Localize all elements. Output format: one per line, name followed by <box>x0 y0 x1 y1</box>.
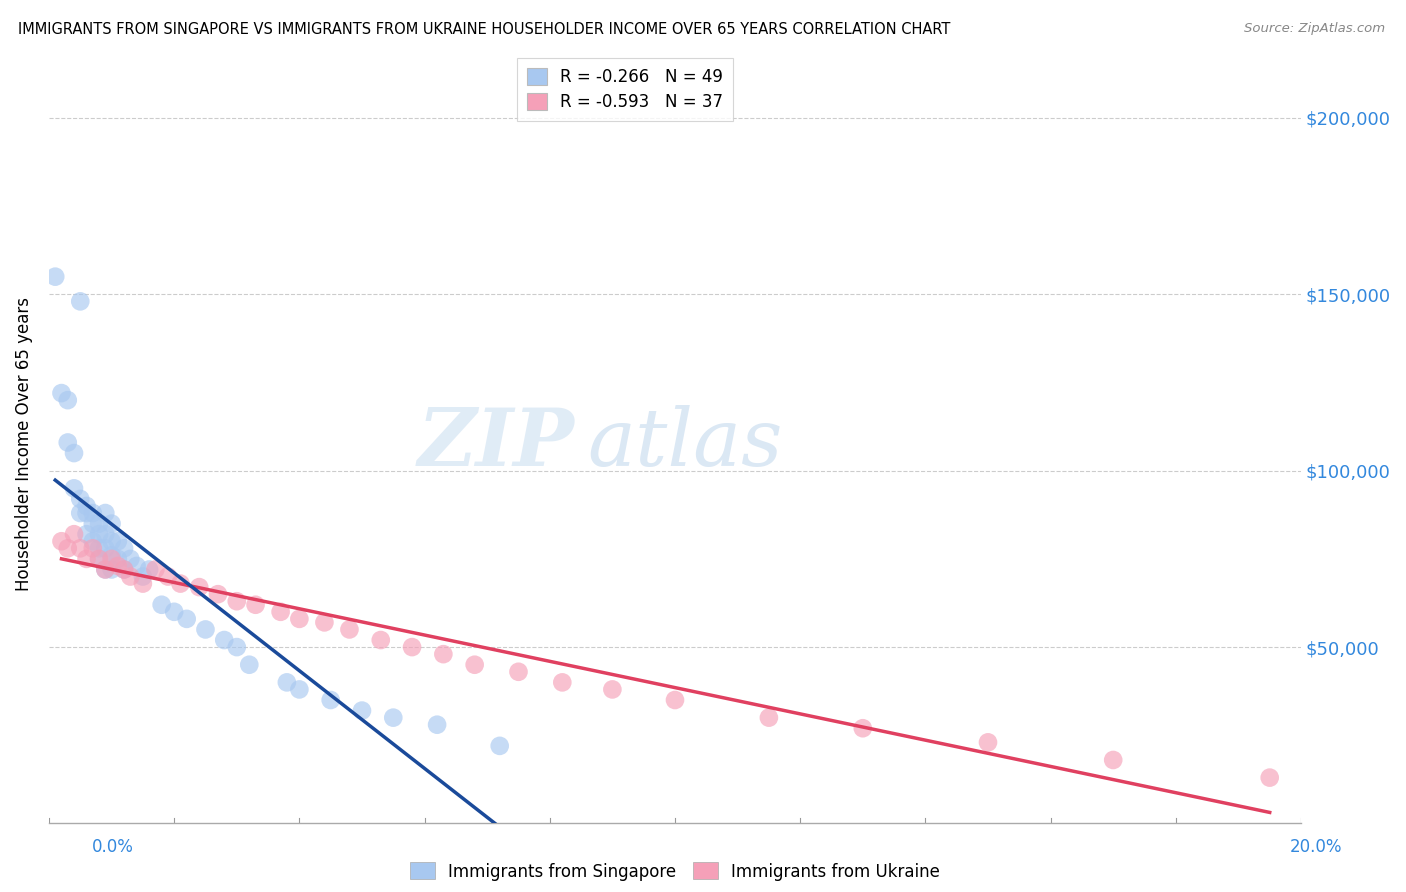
Point <box>464 657 486 672</box>
Point <box>82 534 104 549</box>
Point <box>132 569 155 583</box>
Point <box>276 675 298 690</box>
Point <box>87 516 110 531</box>
Point <box>138 562 160 576</box>
Text: 0.0%: 0.0% <box>91 838 134 855</box>
Point <box>1258 771 1281 785</box>
Point <box>120 569 142 583</box>
Point <box>100 549 122 563</box>
Text: atlas: atlas <box>588 406 783 483</box>
Point <box>163 605 186 619</box>
Point <box>76 506 98 520</box>
Point <box>370 633 392 648</box>
Point <box>207 587 229 601</box>
Point <box>225 594 247 608</box>
Point <box>87 541 110 556</box>
Text: IMMIGRANTS FROM SINGAPORE VS IMMIGRANTS FROM UKRAINE HOUSEHOLDER INCOME OVER 65 : IMMIGRANTS FROM SINGAPORE VS IMMIGRANTS … <box>18 22 950 37</box>
Legend: R = -0.266   N = 49, R = -0.593   N = 37: R = -0.266 N = 49, R = -0.593 N = 37 <box>517 58 733 121</box>
Point <box>852 721 875 735</box>
Point <box>56 435 79 450</box>
Point <box>150 598 173 612</box>
Point <box>69 294 91 309</box>
Point <box>245 598 267 612</box>
Point <box>125 558 148 573</box>
Point <box>488 739 510 753</box>
Point <box>56 393 79 408</box>
Point <box>44 269 66 284</box>
Point <box>188 580 211 594</box>
Point <box>87 552 110 566</box>
Point <box>87 527 110 541</box>
Point <box>432 647 454 661</box>
Point <box>169 576 191 591</box>
Point <box>602 682 624 697</box>
Point <box>107 558 129 573</box>
Point <box>94 541 117 556</box>
Point <box>120 552 142 566</box>
Point <box>382 711 405 725</box>
Point <box>69 541 91 556</box>
Point <box>145 562 167 576</box>
Point <box>664 693 686 707</box>
Point <box>314 615 336 630</box>
Point <box>758 711 780 725</box>
Point <box>270 605 292 619</box>
Point <box>551 675 574 690</box>
Point <box>94 562 117 576</box>
Point <box>69 506 91 520</box>
Point <box>63 446 86 460</box>
Point <box>94 562 117 576</box>
Point <box>426 717 449 731</box>
Point <box>112 541 135 556</box>
Point <box>76 499 98 513</box>
Point <box>76 552 98 566</box>
Point <box>100 516 122 531</box>
Point <box>100 534 122 549</box>
Point <box>288 612 311 626</box>
Point <box>508 665 530 679</box>
Y-axis label: Householder Income Over 65 years: Householder Income Over 65 years <box>15 297 32 591</box>
Point <box>1102 753 1125 767</box>
Text: Source: ZipAtlas.com: Source: ZipAtlas.com <box>1244 22 1385 36</box>
Point <box>87 552 110 566</box>
Point <box>238 657 260 672</box>
Point <box>100 562 122 576</box>
Point <box>225 640 247 654</box>
Point <box>94 527 117 541</box>
Point <box>194 623 217 637</box>
Point <box>288 682 311 697</box>
Point <box>319 693 342 707</box>
Point <box>51 386 73 401</box>
Point <box>82 506 104 520</box>
Point <box>107 534 129 549</box>
Point <box>132 576 155 591</box>
Point <box>214 633 236 648</box>
Point <box>94 506 117 520</box>
Point <box>69 491 91 506</box>
Point <box>401 640 423 654</box>
Point <box>977 735 1000 749</box>
Point <box>112 562 135 576</box>
Point <box>63 481 86 495</box>
Point <box>100 552 122 566</box>
Point <box>350 704 373 718</box>
Point <box>176 612 198 626</box>
Point <box>156 569 179 583</box>
Point <box>339 623 361 637</box>
Point <box>63 527 86 541</box>
Text: ZIP: ZIP <box>418 406 575 483</box>
Point <box>112 562 135 576</box>
Point <box>82 516 104 531</box>
Point <box>56 541 79 556</box>
Text: 20.0%: 20.0% <box>1291 838 1343 855</box>
Point <box>82 541 104 556</box>
Point <box>76 527 98 541</box>
Point <box>107 552 129 566</box>
Point <box>51 534 73 549</box>
